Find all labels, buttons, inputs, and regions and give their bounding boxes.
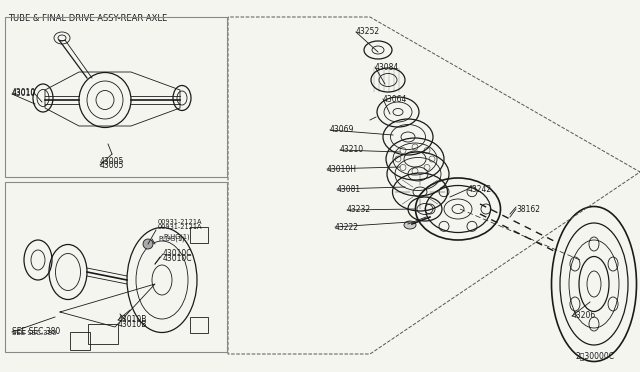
Text: 00931-2121A: 00931-2121A bbox=[158, 219, 202, 225]
Text: 43010B: 43010B bbox=[118, 315, 147, 324]
Text: 00931-2121A: 00931-2121A bbox=[158, 224, 202, 230]
Text: 43210: 43210 bbox=[340, 145, 364, 154]
Text: 43242: 43242 bbox=[468, 185, 492, 193]
Bar bbox=[5, 182, 227, 352]
Text: 43081: 43081 bbox=[337, 185, 361, 193]
Text: 43005: 43005 bbox=[100, 160, 124, 170]
Text: 43010: 43010 bbox=[12, 90, 36, 99]
Bar bbox=[190, 317, 208, 333]
Text: TUBE & FINAL DRIVE ASSY-REAR AXLE: TUBE & FINAL DRIVE ASSY-REAR AXLE bbox=[8, 14, 167, 23]
Text: 43010C: 43010C bbox=[163, 254, 193, 263]
Text: 43252: 43252 bbox=[356, 28, 380, 36]
Ellipse shape bbox=[404, 221, 416, 229]
Text: 43222: 43222 bbox=[335, 222, 359, 231]
Text: 43010C: 43010C bbox=[163, 250, 193, 259]
Bar bbox=[5, 17, 227, 177]
Text: PLUG(1): PLUG(1) bbox=[158, 235, 184, 241]
Text: 43206: 43206 bbox=[572, 311, 596, 321]
Text: PLUG(1): PLUG(1) bbox=[163, 234, 189, 241]
Text: 43084: 43084 bbox=[375, 62, 399, 71]
Bar bbox=[70, 332, 90, 350]
Text: SEE SEC.380: SEE SEC.380 bbox=[12, 327, 60, 337]
Text: 43005: 43005 bbox=[100, 157, 124, 166]
Text: 43064: 43064 bbox=[383, 94, 408, 103]
Bar bbox=[88, 324, 118, 344]
Text: 43010H: 43010H bbox=[327, 164, 357, 173]
Text: 43010: 43010 bbox=[12, 88, 36, 97]
Text: SEE SEC.380: SEE SEC.380 bbox=[12, 330, 56, 336]
Text: 43232: 43232 bbox=[347, 205, 371, 215]
Bar bbox=[190, 227, 208, 243]
Text: 2・30000C: 2・30000C bbox=[576, 351, 615, 360]
Text: 38162: 38162 bbox=[516, 205, 540, 214]
Circle shape bbox=[143, 239, 153, 249]
Text: 43010B: 43010B bbox=[118, 320, 147, 329]
Text: 43069: 43069 bbox=[330, 125, 355, 135]
